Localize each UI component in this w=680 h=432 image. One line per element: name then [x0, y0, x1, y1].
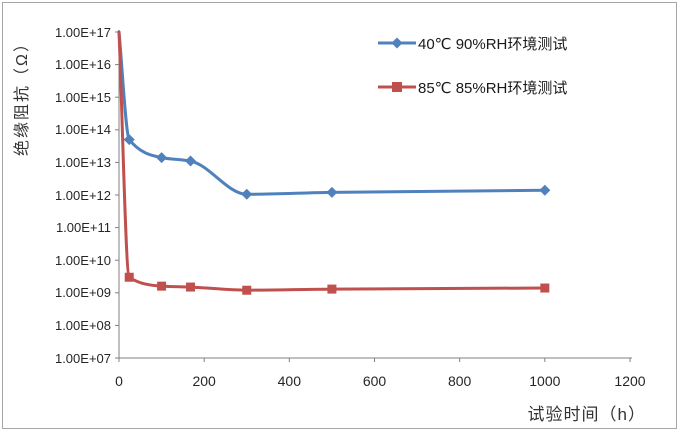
- data-point-marker: [241, 188, 253, 200]
- data-point-marker: [539, 184, 551, 196]
- y-tick-label: 1.00E+07: [54, 350, 111, 366]
- y-tick-label: 1.00E+10: [54, 252, 111, 268]
- legend-line-diamond-icon: [378, 37, 416, 49]
- y-tick-label: 1.00E+17: [54, 24, 111, 40]
- legend-line-square-icon: [378, 82, 416, 92]
- y-axis-title: 绝缘阻抗（Ω）: [14, 34, 31, 156]
- legend-item-40c-90rh: 40℃ 90%RH环境测试: [378, 26, 567, 60]
- data-point-marker: [185, 155, 197, 167]
- x-tick-label: 600: [362, 373, 387, 389]
- data-point-marker: [540, 283, 550, 293]
- x-tick-label: 200: [192, 373, 216, 389]
- series-group-0: [117, 30, 551, 200]
- y-tick-label: 1.00E+14: [54, 122, 111, 138]
- data-point-marker: [242, 285, 252, 295]
- data-point-marker: [327, 284, 337, 294]
- legend-label: 40℃ 90%RH环境测试: [418, 35, 568, 53]
- data-point-marker: [123, 134, 135, 146]
- y-tick-label: 1.00E+15: [54, 89, 111, 105]
- y-tick-label: 1.00E+16: [54, 57, 111, 73]
- y-tick-label: 1.00E+12: [54, 187, 111, 203]
- x-axis-title: 试验时间（h）: [527, 405, 646, 424]
- data-point-marker: [156, 152, 168, 164]
- data-point-marker: [186, 282, 196, 292]
- series-group-1: [117, 30, 550, 295]
- x-tick-label: 1000: [529, 373, 561, 389]
- legend: 40℃ 90%RH环境测试 85℃ 85%RH环境测试: [378, 26, 567, 114]
- legend-label: 85℃ 85%RH环境测试: [418, 79, 568, 97]
- data-point-marker: [157, 281, 167, 291]
- y-tick-label: 1.00E+13: [54, 154, 111, 170]
- x-tick-label: 400: [277, 373, 301, 389]
- x-tick-label: 800: [447, 373, 472, 389]
- data-point-marker: [326, 186, 338, 198]
- x-tick-label: 0: [115, 373, 123, 389]
- y-tick-label: 1.00E+11: [55, 220, 111, 236]
- y-tick-label: 1.00E+09: [54, 285, 111, 301]
- data-point-marker: [124, 272, 134, 282]
- y-tick-label: 1.00E+08: [54, 317, 111, 333]
- legend-item-85c-85rh: 85℃ 85%RH环境测试: [378, 70, 567, 104]
- x-tick-label: 1200: [614, 373, 646, 389]
